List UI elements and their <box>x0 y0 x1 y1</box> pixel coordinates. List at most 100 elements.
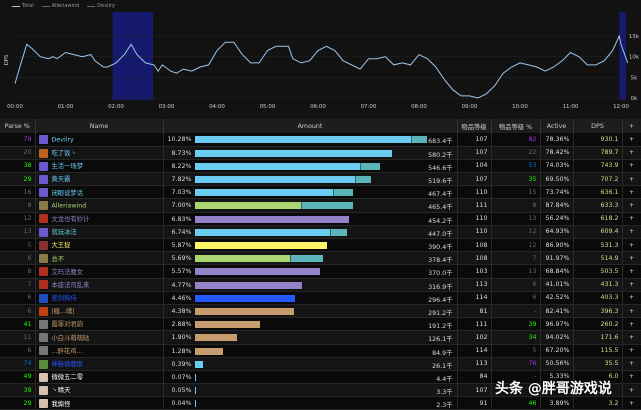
name-cell[interactable]: Alleriawind <box>35 198 164 213</box>
name-cell[interactable]: 总不 <box>35 251 164 266</box>
expand-plus-button[interactable]: + <box>622 317 641 332</box>
expand-plus-button[interactable]: + <box>622 251 641 266</box>
name-cell[interactable]: 文龙也有妙计 <box>35 212 164 226</box>
table-row[interactable]: 38 生活一场梦 8.22% 546.6千 104 53 74.03% 743.9… <box>0 159 641 174</box>
expand-plus-button[interactable]: + <box>622 330 641 345</box>
expand-plus-button[interactable]: + <box>622 291 641 305</box>
player-name[interactable]: 本座法司乱来 <box>51 281 90 289</box>
header-parse[interactable]: Parse % <box>0 119 36 133</box>
player-name[interactable]: 瓷剑狗侍 <box>51 295 77 303</box>
dps-chart[interactable]: 0k 5k 10k 15k 00:00 01:00 02:00 03:00 04:00 05:00… <box>0 12 641 118</box>
player-name[interactable]: 艾玛法魔女 <box>51 268 83 276</box>
name-cell[interactable]: 大王捉 <box>35 238 164 253</box>
table-row[interactable]: 16 闭眼说梦话 7.03% 467.4千 110 15 73.74% 636.1… <box>0 185 641 200</box>
player-name[interactable]: 霞罪对君韵 <box>51 321 83 329</box>
name-cell[interactable]: 本座法司乱来 <box>35 278 164 292</box>
expand-plus-button[interactable]: + <box>622 238 641 253</box>
expand-plus-button[interactable]: + <box>622 133 641 147</box>
player-name[interactable]: ...醉花鸡... <box>51 347 83 355</box>
table-row[interactable]: 6 |瘋...魂| 4.38% 291.2千 81 - 82.41% 396.3 … <box>0 304 641 319</box>
table-row[interactable]: 41 霞罪对君韵 2.88% 191.2千 111 39 96.97% 260.2… <box>0 317 641 332</box>
player-name[interactable]: 生活一场梦 <box>51 163 83 171</box>
header-dps[interactable]: DPS <box>573 119 623 133</box>
header-plus[interactable]: + <box>622 119 641 133</box>
header-amount[interactable]: Amount <box>163 119 458 133</box>
table-row[interactable]: 11 小白斗萌萌哒 1.90% 126.1千 102 34 94.02% 171.… <box>0 330 641 345</box>
class-spec-icon <box>38 188 48 198</box>
name-cell[interactable]: 艾玛法魔女 <box>35 264 164 279</box>
table-row[interactable]: 8 艾玛法魔女 5.57% 370.0千 103 13 68.84% 503.5 … <box>0 264 641 279</box>
table-row[interactable]: 39 丶晴天 0.05% 3.3千 107 + <box>0 383 641 398</box>
player-name[interactable]: 黄天霸 <box>51 176 71 184</box>
bar-segment <box>194 387 196 395</box>
name-cell[interactable]: 就玩冰法 <box>35 225 164 240</box>
player-name[interactable]: Alleriawind <box>51 202 87 210</box>
player-name[interactable]: 文龙也有妙计 <box>51 215 90 223</box>
legend-item[interactable]: Devilry <box>87 3 115 9</box>
table-row[interactable]: 5 大王捉 5.87% 390.4千 108 12 86.90% 531.3 + <box>0 238 641 253</box>
name-cell[interactable]: ...醉花鸡... <box>35 344 164 358</box>
name-cell[interactable]: 微微五二零 <box>35 370 164 385</box>
expand-plus-button[interactable]: + <box>622 344 641 358</box>
table-row[interactable]: 6 瓷剑狗侍 4.46% 296.4千 114 6 42.52% 403.3 + <box>0 291 641 305</box>
table-row[interactable]: 6 ...醉花鸡... 1.28% 84.9千 114 5 67.20% 115.… <box>0 344 641 358</box>
expand-plus-button[interactable]: + <box>622 396 641 410</box>
player-name[interactable]: 丶晴天 <box>51 387 71 395</box>
legend-label: Total <box>22 3 34 9</box>
table-row[interactable]: 6 总不 5.69% 378.4千 108 7 91.97% 514.9 + <box>0 251 641 266</box>
table-row[interactable]: 12 文龙也有妙计 6.83% 454.2千 110 13 56.24% 618.… <box>0 212 641 226</box>
player-name[interactable]: 总不 <box>51 255 65 263</box>
player-name[interactable]: Devilry <box>51 136 74 144</box>
name-cell[interactable]: Devilry <box>35 133 164 147</box>
player-name[interactable]: 就玩冰法 <box>51 229 77 237</box>
expand-plus-button[interactable]: + <box>622 357 641 371</box>
expand-plus-button[interactable]: + <box>622 172 641 187</box>
header-ilvl[interactable]: 物品等级 <box>457 119 492 133</box>
expand-plus-button[interactable]: + <box>622 146 641 160</box>
player-name[interactable]: |瘋...魂| <box>51 308 75 316</box>
name-cell[interactable]: 神秘骑鹿斯 <box>35 357 164 371</box>
name-cell[interactable]: 丶晴天 <box>35 383 164 398</box>
expand-plus-button[interactable]: + <box>622 264 641 279</box>
player-name[interactable]: 大王捉 <box>51 242 71 250</box>
player-name[interactable]: 吃了饭丶 <box>51 150 77 158</box>
table-row[interactable]: 79 Devilry 10.28% 683.4千 107 82 78.36% 93… <box>0 133 641 147</box>
name-cell[interactable]: 生活一场梦 <box>35 159 164 174</box>
player-name[interactable]: 闭眼说梦话 <box>51 189 83 197</box>
player-name[interactable]: 神秘骑鹿斯 <box>51 361 83 369</box>
table-row[interactable]: 13 就玩冰法 6.74% 447.0千 110 12 64.93% 609.4 … <box>0 225 641 240</box>
name-cell[interactable]: 我煽怪 <box>35 396 164 410</box>
expand-plus-button[interactable]: + <box>622 185 641 200</box>
name-cell[interactable]: 闭眼说梦话 <box>35 185 164 200</box>
table-row[interactable]: 7 本座法司乱来 4.77% 316.9千 113 6 41.01% 431.3 … <box>0 278 641 292</box>
expand-plus-button[interactable]: + <box>622 278 641 292</box>
header-name[interactable]: Name <box>35 119 164 133</box>
expand-plus-button[interactable]: + <box>622 383 641 398</box>
expand-plus-button[interactable]: + <box>622 159 641 174</box>
name-cell[interactable]: 黄天霸 <box>35 172 164 187</box>
table-row[interactable]: 8 Alleriawind 7.00% 465.4千 111 8 87.84% 6… <box>0 198 641 213</box>
table-row[interactable]: 74 神秘骑鹿斯 0.39% 26.1千 113 76 50.56% 35.5 + <box>0 357 641 371</box>
player-name[interactable]: 微微五二零 <box>51 374 83 382</box>
header-active[interactable]: Active <box>540 119 574 133</box>
player-name[interactable]: 我煽怪 <box>51 400 71 408</box>
table-row[interactable]: 29 黄天霸 7.82% 519.6千 107 35 69.50% 707.2 + <box>0 172 641 187</box>
expand-plus-button[interactable]: + <box>622 198 641 213</box>
name-cell[interactable]: 瓷剑狗侍 <box>35 291 164 305</box>
name-cell[interactable]: 霞罪对君韵 <box>35 317 164 332</box>
expand-plus-button[interactable]: + <box>622 225 641 240</box>
expand-plus-button[interactable]: + <box>622 212 641 226</box>
name-cell[interactable]: 小白斗萌萌哒 <box>35 330 164 345</box>
name-cell[interactable]: 吃了饭丶 <box>35 146 164 160</box>
legend-item[interactable]: Total <box>12 3 34 9</box>
legend-item[interactable]: Alleriawind <box>41 3 79 9</box>
player-name[interactable]: 小白斗萌萌哒 <box>51 334 90 342</box>
header-ilvl-pct[interactable]: 物品等级 % <box>491 119 541 133</box>
table-row[interactable]: 29 我煽怪 0.04% 2.3千 91 46 3.89% 3.2 + <box>0 396 641 410</box>
table-row[interactable]: 20 吃了饭丶 8.73% 580.2千 107 22 78.42% 789.7 … <box>0 146 641 160</box>
expand-plus-button[interactable]: + <box>622 304 641 319</box>
table-row[interactable]: 49 微微五二零 0.07% 4.4千 84 - 5.33% 6.0 + <box>0 370 641 385</box>
expand-plus-button[interactable]: + <box>622 370 641 385</box>
bar-segment <box>194 202 301 210</box>
name-cell[interactable]: |瘋...魂| <box>35 304 164 319</box>
